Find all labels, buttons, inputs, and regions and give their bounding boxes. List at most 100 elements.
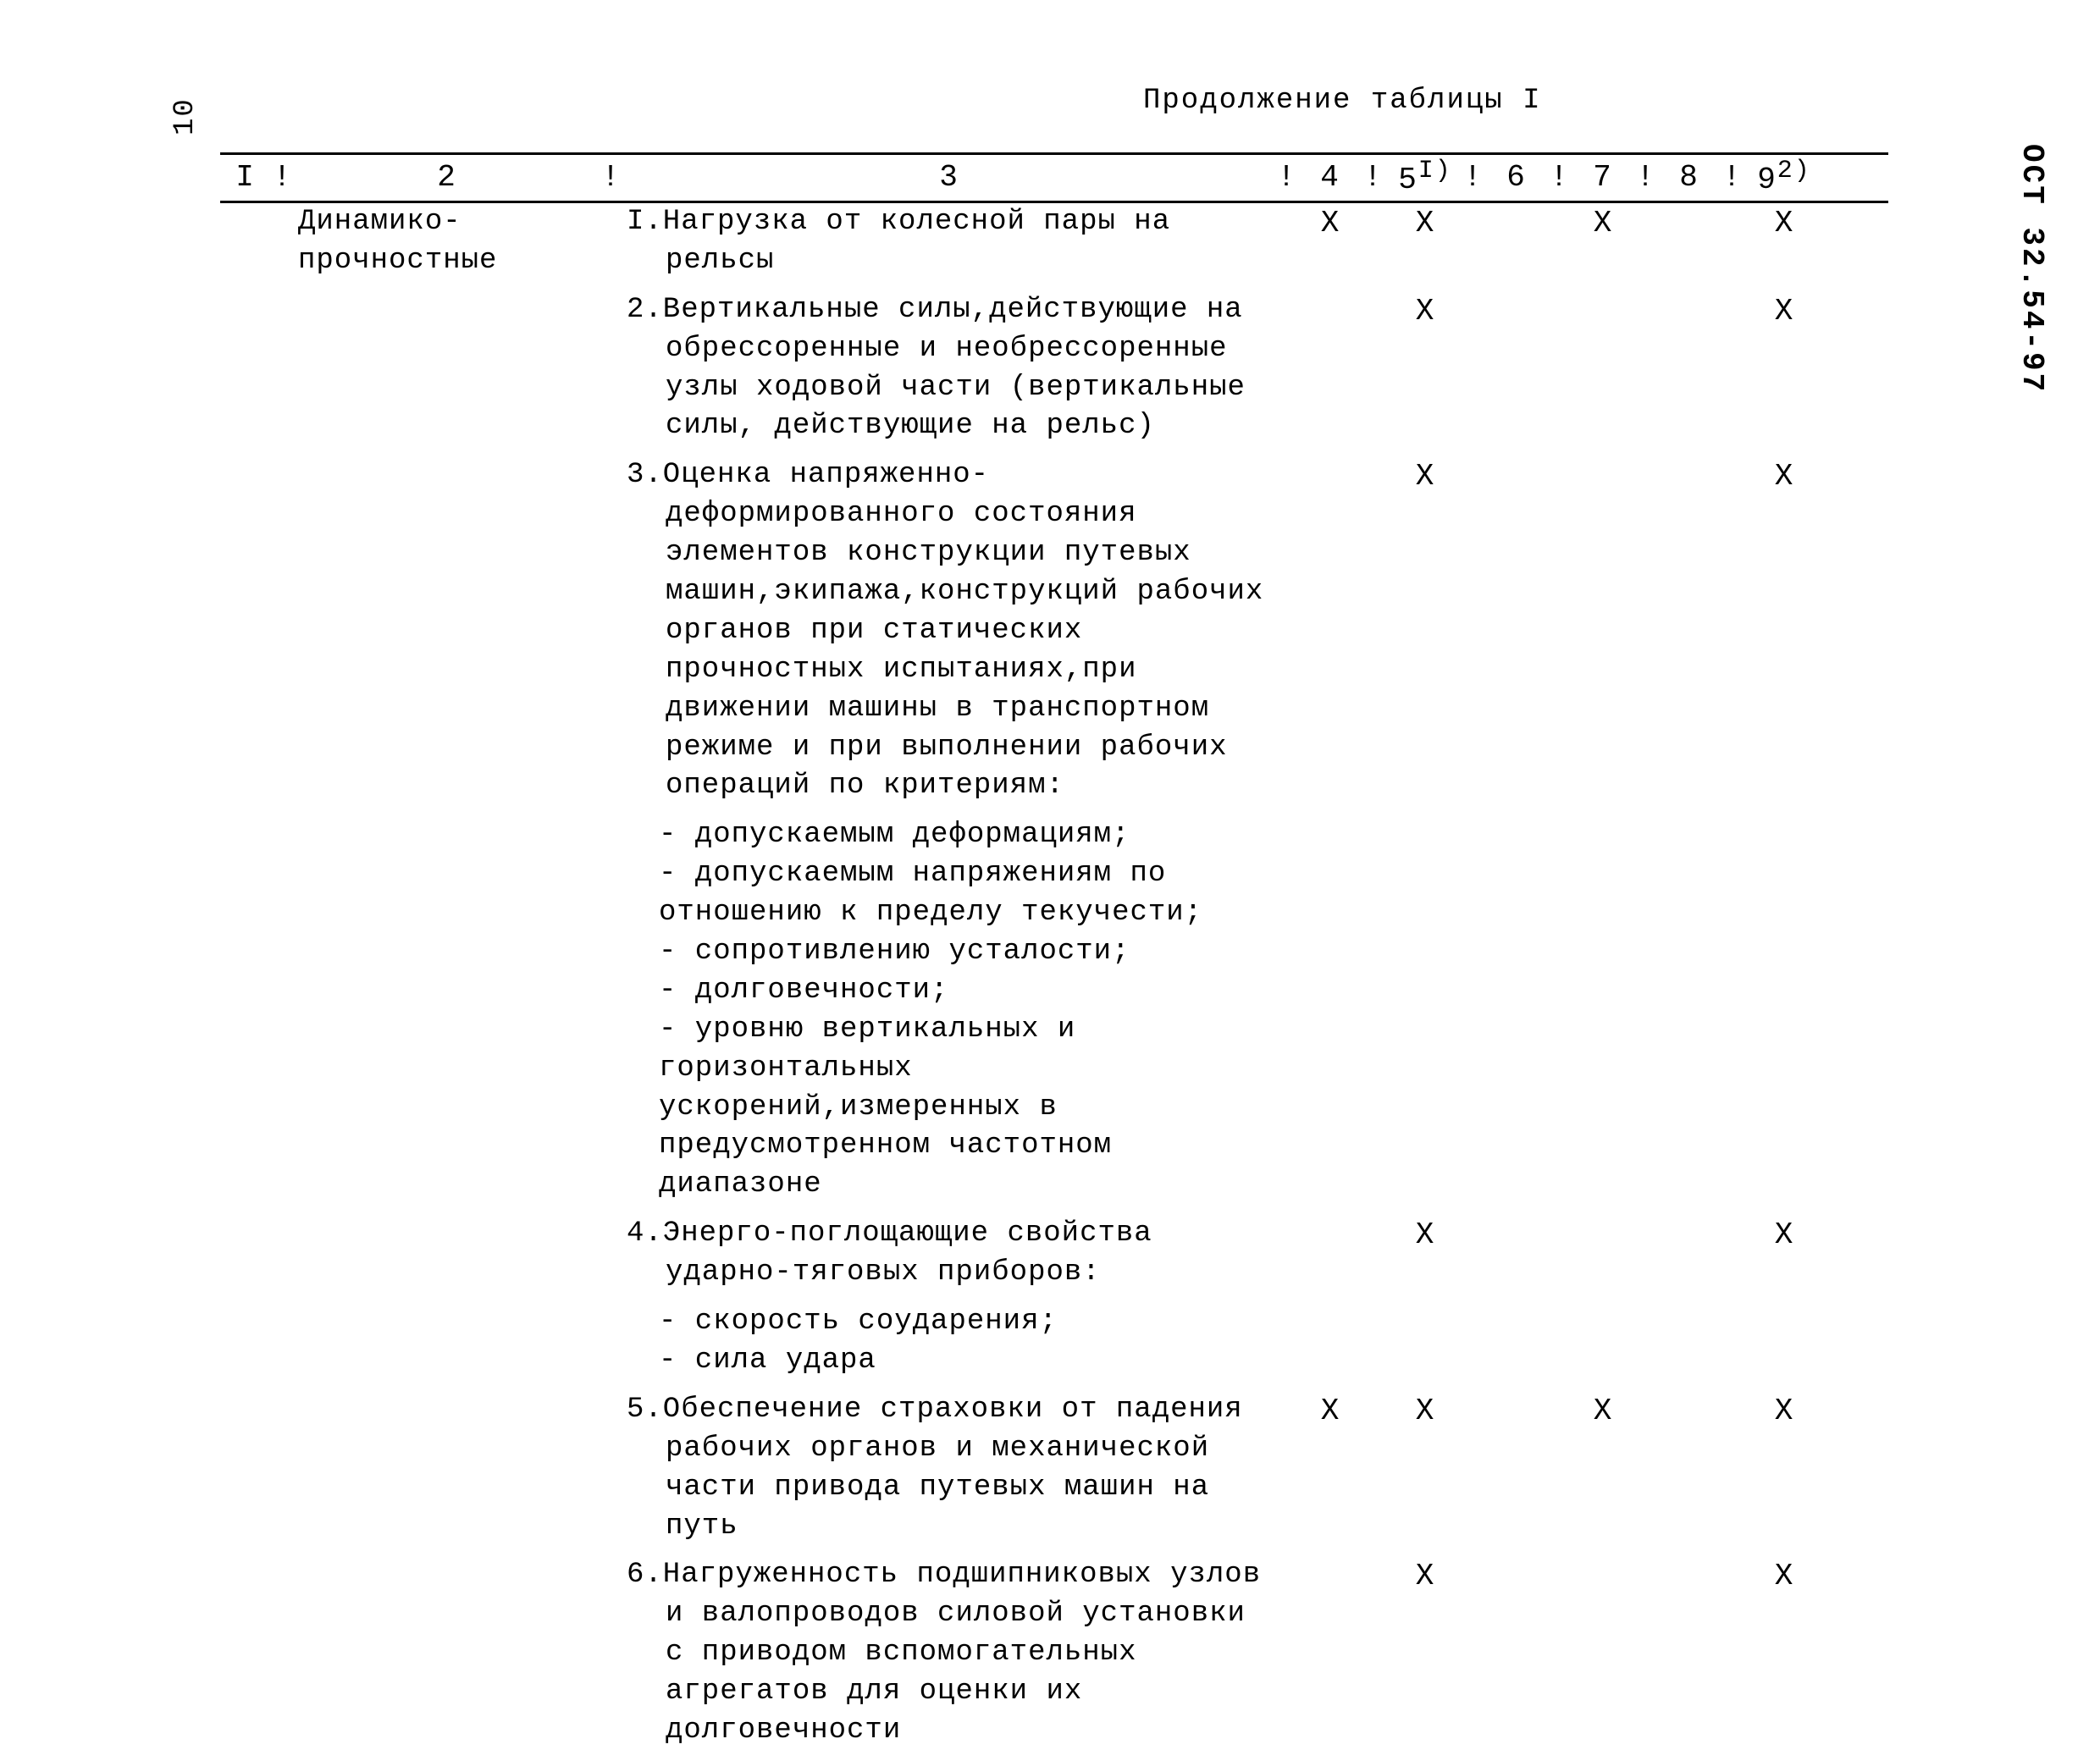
cell-col2 [295,1391,600,1547]
mark-cell [1744,816,1821,1205]
table-row: !!5.Обеспечение страховки от падения раб… [220,1391,1888,1547]
mark-cell [1299,456,1362,806]
cell-col1 [220,1215,271,1293]
cell-col3: 5.Обеспечение страховки от падения рабоч… [623,1391,1275,1547]
cell-col3: I.Нагрузка от колесной пары на рельсы [623,203,1275,281]
separator: ! [1362,160,1385,195]
mark-cell [1572,1303,1634,1381]
row-gap [220,446,1888,456]
table-caption: Продолжение таблицы I [1143,85,1541,117]
separator: ! [1462,160,1485,195]
mark-cell [1485,456,1548,806]
row-gap [220,1751,1888,1761]
mark-cell [1572,816,1634,1205]
col-header-2: 2 [295,160,600,195]
separator: ! [271,160,295,195]
col-header-8: 8 [1658,160,1721,195]
row-subline: - сопротивлению усталости; [627,933,1275,972]
cell-col1 [220,291,271,447]
col-header-5: 5I) [1385,157,1462,197]
table-row: !!6.Нагруженность подшипниковых узлов и … [220,1556,1888,1750]
page: Продолжение таблицы I 10 ОСТ 32.54-97 I … [0,0,2100,1400]
cell-col3: 6.Нагруженность подшипниковых узлов и ва… [623,1556,1275,1750]
row-gap [220,806,1888,816]
row-gap [220,281,1888,291]
col-header-4: 4 [1299,160,1362,195]
cell-col3: - скорость соударения;- сила удара [623,1303,1275,1381]
mark-cell [1485,816,1548,1205]
row-text: 2.Вертикальные силы,действующие на обрес… [627,291,1275,447]
table-row: !Динамико-прочностные!I.Нагрузка от коле… [220,203,1888,281]
row-gap [220,1293,1888,1303]
mark-cell [1572,1215,1634,1293]
cell-col2 [295,291,600,447]
mark-cell [1572,456,1634,806]
col-header-7: 7 [1572,160,1634,195]
mark-cell [1572,1556,1634,1750]
separator: ! [1634,160,1658,195]
mark-cell: Х [1385,1215,1462,1293]
separator: ! [600,160,623,195]
mark-cell [1572,291,1634,447]
mark-cell [1658,1556,1721,1750]
mark-cell: Х [1385,456,1462,806]
page-number-left: 10 [169,97,202,135]
row-subline: - допускаемым деформациям; [627,816,1275,855]
row-text: I.Нагрузка от колесной пары на рельсы [627,203,1275,281]
cell-col1 [220,456,271,806]
separator: ! [1275,160,1299,195]
cell-col1 [220,816,271,1205]
cell-col2 [295,456,600,806]
mark-cell: Х [1744,456,1821,806]
mark-cell: Х [1385,1556,1462,1750]
mark-cell: Х [1299,1391,1362,1547]
table-body: !Динамико-прочностные!I.Нагрузка от коле… [220,203,1888,1761]
table-header-row: I ! 2 ! 3 ! 4 ! 5I) ! 6 ! 7 ! 8 ! 92) [220,155,1888,201]
mark-cell [1658,1215,1721,1293]
row-subline: - допускаемым напряжениям по отношению к… [627,855,1275,933]
table-row: !!4.Энерго-поглощающие свойства ударно-т… [220,1215,1888,1293]
mark-cell: Х [1299,203,1362,281]
table-row: !!- скорость соударения;- сила удара!!!!… [220,1303,1888,1381]
document-id-right: ОСТ 32.54-97 [2014,144,2049,394]
cell-col1 [220,1556,271,1750]
mark-cell [1658,1303,1721,1381]
cell-col1 [220,1303,271,1381]
mark-cell [1658,203,1721,281]
mark-cell [1658,456,1721,806]
separator: ! [1721,160,1744,195]
mark-cell [1658,1391,1721,1547]
mark-cell [1485,1215,1548,1293]
cell-col3: 3.Оценка напряженно-деформированного сос… [623,456,1275,806]
mark-cell [1299,1215,1362,1293]
row-subline: - уровню вертикальных и горизонтальных у… [627,1011,1275,1205]
mark-cell [1485,203,1548,281]
cell-col2: Динамико-прочностные [295,203,600,281]
col-header-6: 6 [1485,160,1548,195]
mark-cell [1658,291,1721,447]
row-subline: - сила удара [627,1342,1275,1381]
table-row: !!3.Оценка напряженно-деформированного с… [220,456,1888,806]
mark-cell: Х [1744,1215,1821,1293]
row-gap [220,1205,1888,1215]
cell-col1 [220,203,271,281]
mark-cell: Х [1744,1391,1821,1547]
row-text: 4.Энерго-поглощающие свойства ударно-тяг… [627,1215,1275,1293]
mark-cell: Х [1385,203,1462,281]
row-text: 3.Оценка напряженно-деформированного сос… [627,456,1275,806]
mark-cell [1485,1556,1548,1750]
mark-cell: Х [1572,203,1634,281]
mark-cell [1385,1303,1462,1381]
cell-col2 [295,1215,600,1293]
mark-cell [1485,1391,1548,1547]
mark-cell: Х [1744,203,1821,281]
mark-cell [1385,816,1462,1205]
mark-cell: Х [1744,291,1821,447]
col-header-1: I [220,160,271,195]
table-row: !!2.Вертикальные силы,действующие на обр… [220,291,1888,447]
col-header-5-num: 5 [1398,163,1418,197]
mark-cell: Х [1385,291,1462,447]
col-header-5-sup: I) [1418,157,1452,185]
table-row: !!- допускаемым деформациям;- допускаемы… [220,816,1888,1205]
separator: ! [1548,160,1572,195]
